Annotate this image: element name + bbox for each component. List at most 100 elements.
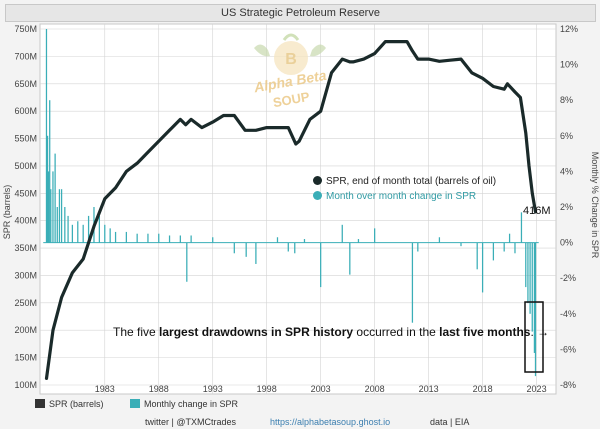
bar-mark [476, 242, 478, 270]
y-left-tick-label: 550M [14, 134, 37, 144]
bottom-legend-line-label: SPR (barrels) [49, 399, 104, 409]
footer-source: data | EIA [430, 417, 470, 427]
spr-line [44, 40, 538, 380]
bar-mark [54, 153, 56, 243]
bar-mark [438, 237, 441, 243]
x-tick-label: 2023 [527, 384, 547, 394]
y-left-tick-label: 150M [14, 353, 37, 363]
footer-twitter[interactable]: twitter | @TXMCtrades [145, 417, 236, 427]
y-left-tick-label: 350M [14, 243, 37, 253]
drawdown-annotation: The five largest drawdowns in SPR histor… [113, 325, 549, 339]
bar-mark [341, 224, 343, 243]
annotation-part-3: occurred in the [353, 325, 440, 339]
bar-mark [492, 242, 495, 261]
bar-mark [255, 242, 257, 264]
bar-mark [349, 242, 351, 275]
bar-mark [417, 242, 419, 252]
annotation-arrow: → [537, 325, 550, 339]
y-right-tick-label: -8% [560, 380, 576, 390]
x-tick-label: 2003 [311, 384, 331, 394]
end-value-label: 416M [523, 205, 551, 217]
legend-line-item: SPR, end of month total (barrels of oil) [313, 176, 496, 187]
bar-mark [49, 100, 51, 243]
x-tick-label: 1998 [257, 384, 277, 394]
logo-leaf-right [310, 44, 326, 57]
bar-mark [303, 239, 306, 243]
y-right-tick-label: -4% [560, 309, 576, 319]
bar-mark [77, 221, 79, 243]
bar-mark [125, 231, 127, 243]
x-tick-label: 1983 [95, 384, 115, 394]
y-left-tick-label: 650M [14, 79, 37, 89]
bar-mark [529, 242, 531, 314]
y-left-tick-label: 300M [14, 270, 37, 280]
y-right-tick-label: 12% [560, 24, 578, 34]
y-left-tick-label: 450M [14, 188, 37, 198]
logo-text-2: SOUP [272, 89, 311, 110]
legend-bar-marker [313, 191, 322, 200]
bar-mark [104, 224, 106, 243]
bar-mark [534, 242, 537, 377]
annotation-part-4: last five months [439, 325, 531, 339]
y-right-tick-label: -2% [560, 273, 576, 283]
bar-mark [514, 242, 516, 254]
bar-mark [52, 171, 54, 243]
bar-mark [109, 228, 111, 243]
bar-mark [64, 207, 66, 243]
y-left-tick-label: 250M [14, 298, 37, 308]
bottom-legend: SPR (barrels) Monthly change in SPR [20, 399, 590, 413]
bar-mark [531, 242, 533, 332]
y-right-tick-label: 6% [560, 131, 573, 141]
bar-mark [276, 237, 279, 243]
bar-mark [411, 242, 414, 323]
bar-mark [179, 235, 181, 243]
bar-mark [46, 135, 49, 243]
bar-mark [190, 235, 192, 243]
logo-bitcoin-symbol: B [285, 51, 297, 68]
bar-mark [481, 242, 484, 293]
bar-mark [503, 242, 505, 252]
y-right-tick-label: 0% [560, 238, 573, 248]
bar-mark [56, 207, 58, 243]
alpha-beta-soup-logo: B Alpha Beta SOUP [246, 28, 332, 110]
bar-mark [287, 242, 289, 252]
bottom-legend-bar-label: Monthly change in SPR [144, 399, 239, 409]
bar-mark [525, 242, 527, 288]
annotation-part-1: The five [113, 325, 160, 339]
bar-mark [294, 242, 296, 254]
x-tick-label: 1988 [149, 384, 169, 394]
x-axis: 1983 1988 1993 1998 2003 2008 2013 2018 2023 [95, 384, 547, 394]
bottom-legend-bar: Monthly change in SPR [130, 399, 238, 409]
bar-mark [320, 242, 322, 288]
bar-mark [136, 233, 138, 243]
bottom-legend-bar-swatch [130, 399, 140, 408]
bar-mark [114, 231, 117, 243]
y-right-tick-label: -6% [560, 344, 576, 354]
x-tick-label: 2008 [365, 384, 385, 394]
y-right-tick-label: 4% [560, 166, 573, 176]
x-tick-label: 1993 [203, 384, 223, 394]
highlight-box [524, 301, 544, 373]
bar-mark [186, 242, 188, 282]
footer-link[interactable]: https://alphabetasoup.ghost.io [270, 417, 391, 427]
bar-mark [48, 171, 50, 243]
legend-bar-item: Month over month change in SPR [313, 191, 476, 202]
y-axis-left: 100M 150M 200M 250M 300M 350M 400M 450M 500M 550M… [14, 24, 37, 390]
bar-mark [374, 228, 376, 243]
chart-title: US Strategic Petroleum Reserve [5, 4, 596, 22]
bar-mark [82, 224, 84, 243]
y-left-tick-label: 100M [14, 380, 37, 390]
bar-mark [460, 242, 462, 247]
bar-mark [212, 237, 214, 243]
y-left-tick-label: 600M [14, 106, 37, 116]
bar-mark [71, 224, 74, 243]
bar-mark [508, 233, 511, 243]
y-left-tick-label: 200M [14, 325, 37, 335]
annotation-part-2: largest drawdowns in SPR history [159, 325, 354, 339]
bar-mark [147, 233, 149, 243]
bar-mark [98, 215, 101, 243]
plot-area [39, 23, 557, 395]
logo-circle [274, 41, 308, 75]
y-right-tick-label: 2% [560, 202, 573, 212]
